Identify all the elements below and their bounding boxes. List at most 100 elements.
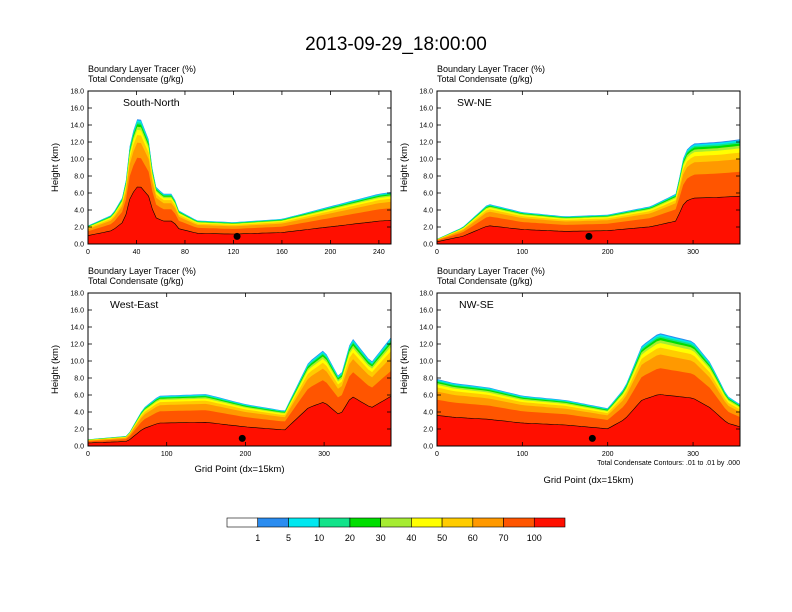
plot-frame (436, 90, 741, 245)
plot-frame (87, 90, 392, 245)
y-tick-label: 4.0 (74, 410, 84, 417)
tracer-level-10 (88, 187, 391, 244)
cross-section-name: South-North (123, 97, 180, 109)
panel-3: 0.0 2.0 4.0 6.0 8.0 10.0 12.0 14.0 16.0 18.0 0 100 2… (399, 266, 741, 486)
plot-frame (87, 292, 392, 447)
y-tick-label: 8.0 (74, 376, 84, 383)
x-tick-label: 160 (276, 249, 288, 256)
figure-title: 2013-09-29_18:00:00 (305, 34, 487, 55)
panel-title-line1: Boundary Layer Tracer (%) (88, 266, 196, 276)
condensate-contour (437, 394, 740, 430)
y-tick-label: 16.0 (419, 106, 433, 113)
y-tick-label: 0.0 (74, 242, 84, 249)
colorbar-box-9 (503, 517, 535, 528)
cross-section-name: West-East (110, 299, 158, 311)
y-tick-label: 12.0 (419, 342, 433, 349)
y-tick-label: 4.0 (74, 208, 84, 215)
y-tick-label: 6.0 (74, 393, 84, 400)
y-axis-label: Height (km) (399, 345, 410, 394)
x-tick-label: 300 (687, 249, 699, 256)
colorbar-label: 5 (286, 533, 291, 543)
colorbar-label: 60 (468, 533, 478, 543)
x-tick-label: 200 (240, 451, 252, 458)
colorbar-box-1 (257, 517, 289, 528)
x-tick-label: 0 (86, 451, 90, 458)
x-tick-label: 100 (517, 249, 529, 256)
y-axis-label: Height (km) (50, 143, 61, 192)
panel-title-line2: Total Condensate (g/kg) (437, 74, 533, 84)
y-tick-label: 12.0 (70, 140, 84, 147)
tracer-field (437, 333, 740, 446)
panel-2: 0.0 2.0 4.0 6.0 8.0 10.0 12.0 14.0 16.0 18.0 0 100 2… (50, 266, 392, 475)
contour-note: Total Condensate Contours: .01 to .01 by… (597, 460, 740, 467)
y-tick-label: 18.0 (419, 291, 433, 298)
x-tick-label: 300 (687, 451, 699, 458)
plot-frame (436, 292, 741, 447)
y-tick-label: 18.0 (419, 89, 433, 96)
cross-section-name: SW-NE (457, 97, 492, 109)
colorbar-label: 10 (314, 533, 324, 543)
y-tick-label: 2.0 (423, 427, 433, 434)
colorbar: 1 5 10 20 30 40 50 60 70 100 (226, 517, 566, 543)
x-tick-label: 200 (602, 451, 614, 458)
tracer-level-10 (88, 396, 391, 446)
tracer-field (437, 139, 740, 244)
y-tick-label: 0.0 (423, 242, 433, 249)
x-axis-label: Grid Point (dx=15km) (194, 464, 284, 475)
x-tick-label: 0 (435, 249, 439, 256)
y-tick-label: 8.0 (423, 174, 433, 181)
panel-title-line2: Total Condensate (g/kg) (88, 276, 184, 286)
y-tick-label: 10.0 (70, 359, 84, 366)
colorbar-box-4 (349, 517, 381, 528)
y-tick-label: 14.0 (419, 325, 433, 332)
panel-title-line1: Boundary Layer Tracer (%) (88, 64, 196, 74)
y-axis-label: Height (km) (399, 143, 410, 192)
y-tick-label: 10.0 (419, 359, 433, 366)
x-tick-label: 100 (161, 451, 173, 458)
condensate-contour (437, 195, 740, 242)
colorbar-label: 50 (437, 533, 447, 543)
panel-title-line1: Boundary Layer Tracer (%) (437, 266, 545, 276)
panel-title-line1: Boundary Layer Tracer (%) (437, 64, 545, 74)
y-tick-label: 8.0 (74, 174, 84, 181)
x-tick-label: 200 (325, 249, 337, 256)
location-marker (585, 232, 593, 240)
location-marker (588, 434, 596, 442)
tracer-field (88, 337, 391, 446)
panel-1: 0.0 2.0 4.0 6.0 8.0 10.0 12.0 14.0 16.0 18.0 0 100 2… (399, 64, 741, 256)
panel-title-line2: Total Condensate (g/kg) (88, 74, 184, 84)
colorbar-box-7 (441, 517, 474, 528)
colorbar-box-10 (533, 517, 566, 528)
y-tick-label: 6.0 (74, 191, 84, 198)
colorbar-label: 70 (499, 533, 509, 543)
x-tick-label: 0 (86, 249, 90, 256)
colorbar-label: 30 (376, 533, 386, 543)
y-tick-label: 18.0 (70, 89, 84, 96)
y-tick-label: 14.0 (70, 325, 84, 332)
colorbar-box-3 (318, 517, 351, 528)
colorbar-box-0 (226, 517, 259, 528)
colorbar-label: 100 (527, 533, 542, 543)
y-tick-label: 0.0 (423, 444, 433, 451)
tracer-level-10 (437, 394, 740, 446)
y-tick-label: 10.0 (419, 157, 433, 164)
colorbar-box-5 (380, 517, 412, 528)
colorbar-box-8 (472, 517, 504, 528)
panels: 0.0 2.0 4.0 6.0 8.0 10.0 12.0 14.0 16.0 18.0 0 40 80… (50, 64, 741, 486)
y-tick-label: 8.0 (423, 376, 433, 383)
y-tick-label: 2.0 (74, 427, 84, 434)
y-tick-label: 14.0 (70, 123, 84, 130)
colorbar-label: 40 (406, 533, 416, 543)
y-tick-label: 18.0 (70, 291, 84, 298)
y-tick-label: 10.0 (70, 157, 84, 164)
condensate-contour (88, 396, 391, 444)
colorbar-label: 20 (345, 533, 355, 543)
x-tick-label: 120 (228, 249, 240, 256)
y-tick-label: 14.0 (419, 123, 433, 130)
tracer-level-10 (437, 196, 740, 244)
y-tick-label: 4.0 (423, 410, 433, 417)
y-tick-label: 16.0 (70, 106, 84, 113)
panel-title-line2: Total Condensate (g/kg) (437, 276, 533, 286)
y-tick-label: 2.0 (423, 225, 433, 232)
y-tick-label: 6.0 (423, 191, 433, 198)
